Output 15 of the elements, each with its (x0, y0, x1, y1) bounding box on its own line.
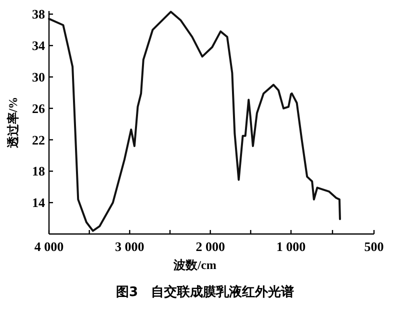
y-tick-label: 14 (32, 195, 46, 210)
y-tick-label: 22 (32, 132, 45, 148)
x-tick-label: 1 000 (276, 239, 306, 254)
x-tick-label: 500 (364, 239, 384, 254)
y-axis-title: 透过率/% (6, 96, 20, 150)
y-tick-label: 26 (32, 100, 46, 116)
x-tick-label: 2 000 (196, 239, 225, 254)
x-tick-label: 3 000 (115, 239, 144, 254)
y-tick-label: 38 (32, 6, 46, 22)
y-tick-label: 34 (32, 38, 46, 54)
text: 图3 自交联成膜乳液红外光谱 (116, 284, 294, 300)
x-axis-title: 波数/cm (172, 258, 216, 272)
x-tick-label: 4 000 (34, 239, 64, 254)
y-tick-label: 18 (32, 164, 46, 179)
y-tick-label: 30 (32, 69, 45, 84)
